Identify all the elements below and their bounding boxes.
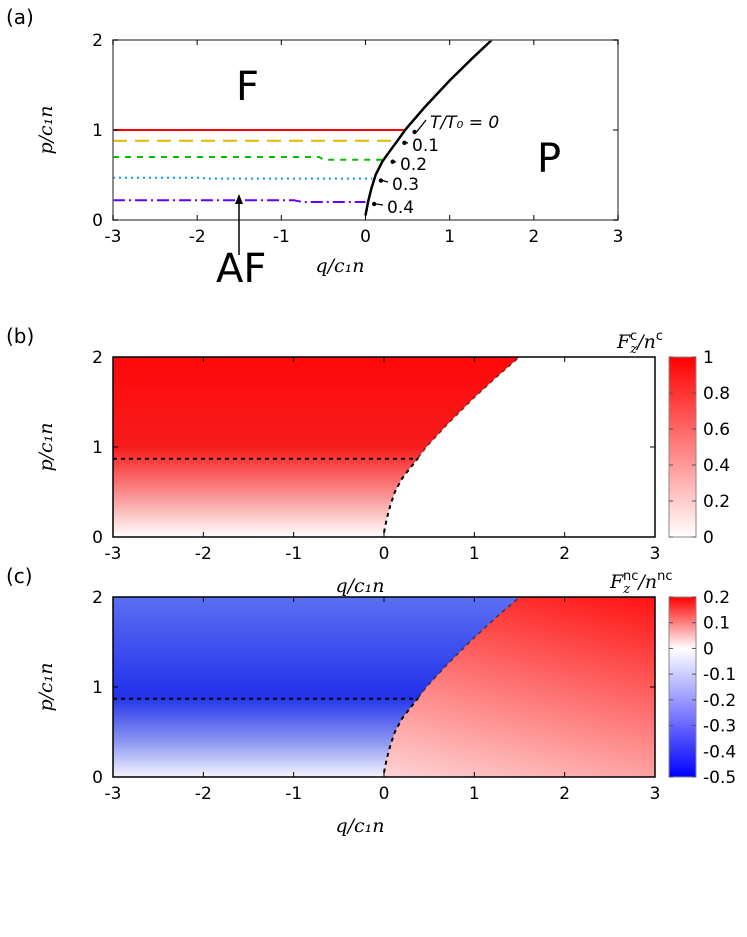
panel-a-ytick-label: 1 (92, 121, 103, 141)
colorbar-b (668, 356, 697, 538)
boundary-dashed-lower (383, 457, 420, 533)
colorbar-tick-label: 0 (703, 528, 714, 548)
series-line-T0.4 (113, 199, 366, 203)
panel-b-ytick-label: 2 (92, 348, 103, 368)
y-axis-label-b: p/c₁n (35, 422, 57, 471)
cb-label-sup: c (630, 329, 637, 344)
y-axis-label-c: p/c₁n (35, 662, 57, 711)
colorbar-tick-label: -0.3 (703, 717, 736, 737)
annotation-label: 0.4 (387, 198, 414, 218)
panel-c-xtick-label: 3 (650, 784, 661, 804)
annotation-arrowhead (378, 178, 384, 183)
panel-b-ytick-label: 1 (92, 438, 103, 458)
panel-a-xtick-label: 2 (528, 227, 539, 247)
colorbar-tick-label: -0.4 (703, 742, 736, 762)
colorbar-tick-label: -0.5 (703, 768, 736, 788)
y-axis-label-a: p/c₁n (35, 105, 57, 154)
panel-c-ytick-label: 1 (92, 678, 103, 698)
colorbar-tick-label: 0.1 (703, 614, 730, 634)
colorbar-label-b: Fzc/nc (616, 329, 663, 357)
cb-label-densup: c (656, 329, 663, 344)
region-f-fill (113, 357, 520, 537)
panel-a-xtick-label: -2 (189, 227, 206, 247)
panel-a-xtick-label: 3 (613, 227, 624, 247)
panel-a-xtick-label: 1 (444, 227, 455, 247)
panel-b-xtick-label: 0 (379, 544, 390, 564)
boundary-dashed-upper (417, 596, 520, 699)
annotation-arrowhead (390, 159, 395, 164)
cb-label-sup: nc (623, 569, 638, 584)
colorbar-tick-label: -0.1 (703, 665, 736, 685)
series-line-T0.3 (113, 176, 373, 180)
cb-label-slash: /n (636, 571, 657, 593)
panel-c-xtick-label: -1 (285, 784, 302, 804)
panel-b-xtick-label: -1 (285, 544, 302, 564)
colorbar-tick-label: 0.2 (703, 492, 730, 512)
panel-label-c: (c) (6, 564, 33, 588)
panel-a-xtick-label: 0 (360, 227, 371, 247)
panel-a-xtick-label: -3 (105, 227, 122, 247)
x-axis-label-c: q/c₁n (335, 815, 384, 837)
annotation-arrow (376, 203, 384, 206)
colorbar-tick-label: 0.8 (703, 384, 730, 404)
boundary-dashed-lower (383, 697, 420, 773)
region-label-af: AF (216, 246, 266, 292)
panel-c-xtick-label: -2 (195, 784, 212, 804)
panel-b-xtick-label: 1 (469, 544, 480, 564)
cb-label-slash: /n (635, 331, 656, 353)
panel-b-xtick-label: -2 (195, 544, 212, 564)
x-axis-label-b: q/c₁n (335, 575, 384, 597)
panel-c-ytick-label: 2 (92, 588, 103, 608)
panel-label-b: (b) (6, 324, 34, 348)
x-axis-label-a: q/c₁n (315, 255, 364, 277)
region-label-p: P (537, 136, 561, 182)
colorbar-c (668, 596, 697, 778)
annotation-arrowhead (402, 140, 407, 145)
annotation-label: T/T₀ = 0 (430, 113, 499, 133)
panel-label-a: (a) (6, 5, 34, 29)
panel-c-xtick-label: 2 (559, 784, 570, 804)
cb-label-sub: z (622, 582, 630, 597)
colorbar-tick-label: 1 (703, 348, 714, 368)
panel-a-ytick-label: 0 (92, 211, 103, 231)
annotation-label: 0.1 (412, 136, 439, 156)
panel-a-xtick-label: -1 (273, 227, 290, 247)
panel-c-xtick-label: 0 (379, 784, 390, 804)
panel-a-ytick-label: 2 (92, 31, 103, 51)
colorbar-tick-label: 0.2 (703, 588, 730, 608)
colorbar-tick-label: 0.4 (703, 456, 730, 476)
annotation-arrowhead (371, 201, 377, 207)
panel-b-ytick-label: 0 (92, 528, 103, 548)
annotation-arrow (382, 179, 389, 183)
colorbar-tick-label: -0.2 (703, 691, 736, 711)
colorbar-tick-label: 0 (703, 639, 714, 659)
phase-boundary-line (364, 39, 493, 216)
annotation-arrow (416, 119, 427, 133)
annotation-arrowhead (412, 129, 417, 135)
colorbar-label-c: Fznc/nnc (609, 569, 672, 597)
panel-c-xtick-label: 1 (469, 784, 480, 804)
panel-c-xtick-label: -3 (105, 784, 122, 804)
panel-b-xtick-label: -3 (105, 544, 122, 564)
panel-a: -3 -2 -1 0 1 2 3 0 1 2 F P AF T/T₀ = 0 0.10.20.3 0.… (35, 31, 623, 292)
region-label-f: F (236, 64, 259, 110)
series-line-T0.2 (113, 156, 385, 161)
af-arrowhead (235, 194, 243, 204)
cb-label-densup: nc (657, 569, 672, 584)
annotation-label: 0.3 (392, 175, 419, 195)
panel-b-xtick-label: 3 (650, 544, 661, 564)
panel-b-xtick-label: 2 (559, 544, 570, 564)
cb-label-base: F (609, 571, 624, 593)
panel-c-ytick-label: 0 (92, 768, 103, 788)
panel-c: -3 -2 -1 0 1 2 3 0 1 2 -0.5 -0.4 -0.3 -0.2 -0.1 0 0.1 0.… (35, 569, 736, 837)
cb-label-base: F (616, 331, 631, 353)
cb-label-sub: z (629, 342, 637, 357)
annotation-label: 0.2 (400, 155, 427, 175)
colorbar-tick-label: 0.6 (703, 420, 730, 440)
region-f-fill (113, 597, 520, 777)
boundary-dashed-upper (417, 356, 520, 459)
